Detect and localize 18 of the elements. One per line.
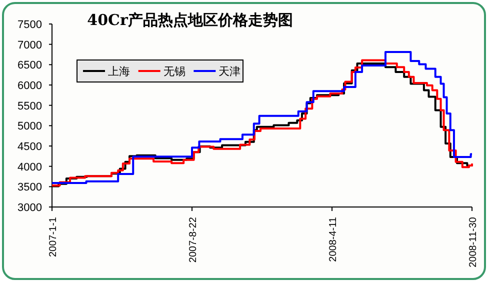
y-tick-label: 5000	[18, 120, 42, 133]
y-tick-label: 4500	[18, 141, 42, 153]
legend-label: 上海	[108, 65, 130, 78]
x-tick-label: 2008-4-11	[328, 216, 339, 262]
chart-title: 40Cr产品热点地区价格走势图	[87, 11, 293, 29]
y-tick-label: 3500	[18, 182, 42, 194]
legend-label: 天津	[218, 65, 241, 78]
y-tick-label: 6000	[18, 80, 42, 92]
y-tick-label: 3000	[18, 202, 42, 214]
y-tick-label: 7000	[18, 39, 42, 52]
x-tick-label: 2007-8-22	[188, 216, 199, 263]
legend-label: 无锡	[163, 66, 186, 78]
x-tick-label: 2008-11-30	[468, 216, 479, 268]
y-tick-label: 5500	[18, 100, 42, 112]
x-tick-label: 2007-1-1	[48, 216, 59, 258]
y-tick-label: 6500	[18, 60, 42, 72]
y-tick-label: 7500	[18, 19, 42, 31]
y-tick-label: 4000	[18, 161, 42, 174]
